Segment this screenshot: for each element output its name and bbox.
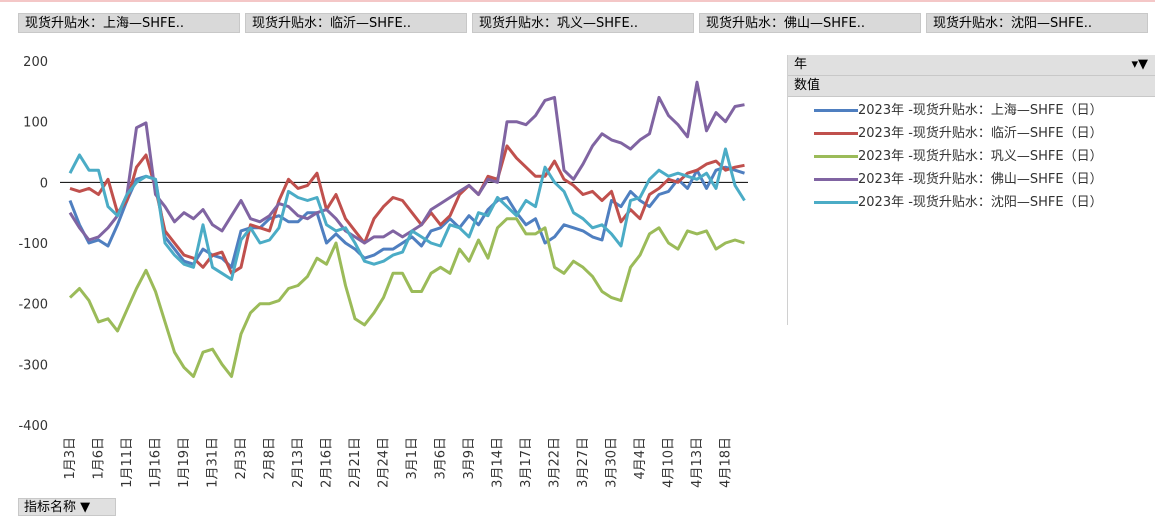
x-tick-label: 3月17日: [519, 437, 534, 488]
x-tick-label: 2月24日: [377, 437, 392, 488]
legend-swatch: [814, 178, 858, 181]
legend-label: 2023年 -现货升贴水：上海—SHFE（日）: [858, 103, 1103, 118]
x-tick-label: 4月10日: [662, 437, 677, 488]
legend: 2023年 -现货升贴水：上海—SHFE（日） 2023年 -现货升贴水：临沂—S…: [788, 101, 1155, 212]
filter-button[interactable]: 现货升贴水：巩义—SHFE..: [472, 13, 694, 33]
field-button-text: 指标名称: [24, 500, 77, 515]
legend-header-text: 年: [794, 57, 808, 72]
x-tick-label: 3月22日: [548, 437, 563, 488]
filter-button[interactable]: 现货升贴水：沈阳—SHFE..: [926, 13, 1148, 33]
y-tick-label: -400: [18, 419, 48, 434]
series-line: [68, 80, 745, 245]
chart: -400 -300 -200 -100 0 100 200 1月3日 1月6日 1月11日 1月16…: [18, 55, 748, 488]
filter-button[interactable]: 现货升贴水：佛山—SHFE..: [699, 13, 921, 33]
x-tick-label: 2月8日: [263, 437, 278, 480]
y-tick-label: -300: [18, 358, 48, 373]
field-button[interactable]: 指标名称 ▼: [18, 498, 116, 516]
legend-swatch: [814, 155, 858, 158]
x-tick-label: 4月13日: [690, 437, 705, 488]
legend-panel: 年 ▾▼ 数值 2023年 -现货升贴水：上海—SHFE（日） 2023年 -现货升…: [787, 55, 1155, 325]
legend-entry: 2023年 -现货升贴水：佛山—SHFE（日）: [810, 170, 1140, 189]
legend-swatch: [814, 109, 858, 112]
y-tick-label: -200: [18, 298, 48, 313]
x-tick-label: 4月18日: [719, 437, 734, 488]
x-tick-label: 2月16日: [320, 437, 335, 488]
filter-icon[interactable]: ▾▼: [1131, 57, 1148, 72]
filter-button[interactable]: 现货升贴水：临沂—SHFE..: [245, 13, 467, 33]
series-line: [68, 217, 745, 378]
series-line: [68, 147, 746, 281]
legend-entry: 2023年 -现货升贴水：上海—SHFE（日）: [810, 101, 1140, 120]
x-tick-label: 2月13日: [291, 437, 306, 488]
x-tick-label: 2月21日: [348, 437, 363, 488]
x-tick-label: 3月6日: [434, 437, 449, 480]
y-tick-label: 0: [40, 176, 48, 191]
y-tick-label: -100: [18, 237, 48, 252]
legend-entry: 2023年 -现货升贴水：巩义—SHFE（日）: [810, 147, 1140, 166]
legend-header[interactable]: 年 ▾▼: [788, 55, 1155, 76]
y-tick-label: 200: [23, 55, 48, 70]
x-tick-label: 3月30日: [605, 437, 620, 488]
top-border: [0, 0, 1155, 2]
x-tick-label: 1月3日: [63, 437, 78, 480]
y-tick-label: 100: [23, 116, 48, 131]
legend-label: 2023年 -现货升贴水：巩义—SHFE（日）: [858, 149, 1103, 164]
x-tick-label: 1月19日: [177, 437, 192, 488]
x-tick-label: 3月14日: [491, 437, 506, 488]
filter-button[interactable]: 现货升贴水：上海—SHFE..: [18, 13, 240, 33]
legend-label: 2023年 -现货升贴水：沈阳—SHFE（日）: [858, 195, 1103, 210]
legend-label: 2023年 -现货升贴水：临沂—SHFE（日）: [858, 126, 1103, 141]
series-line: [69, 144, 745, 275]
legend-label: 2023年 -现货升贴水：佛山—SHFE（日）: [858, 172, 1103, 187]
legend-subheader: 数值: [788, 76, 1155, 97]
legend-entry: 2023年 -现货升贴水：临沂—SHFE（日）: [810, 124, 1140, 143]
legend-entry: 2023年 -现货升贴水：沈阳—SHFE（日）: [810, 193, 1140, 212]
legend-subheader-text: 数值: [794, 78, 821, 93]
x-tick-label: 3月27日: [576, 437, 591, 488]
x-tick-label: 2月3日: [234, 437, 249, 480]
x-tick-label: 3月1日: [405, 437, 420, 480]
x-tick-label: 4月4日: [633, 437, 648, 480]
legend-swatch: [814, 132, 858, 135]
x-tick-label: 1月6日: [92, 437, 107, 480]
x-tick-label: 1月11日: [120, 437, 135, 488]
x-tick-label: 3月9日: [462, 437, 477, 480]
x-tick-label: 1月16日: [149, 437, 164, 488]
legend-swatch: [814, 201, 858, 204]
x-tick-label: 1月31日: [206, 437, 221, 488]
